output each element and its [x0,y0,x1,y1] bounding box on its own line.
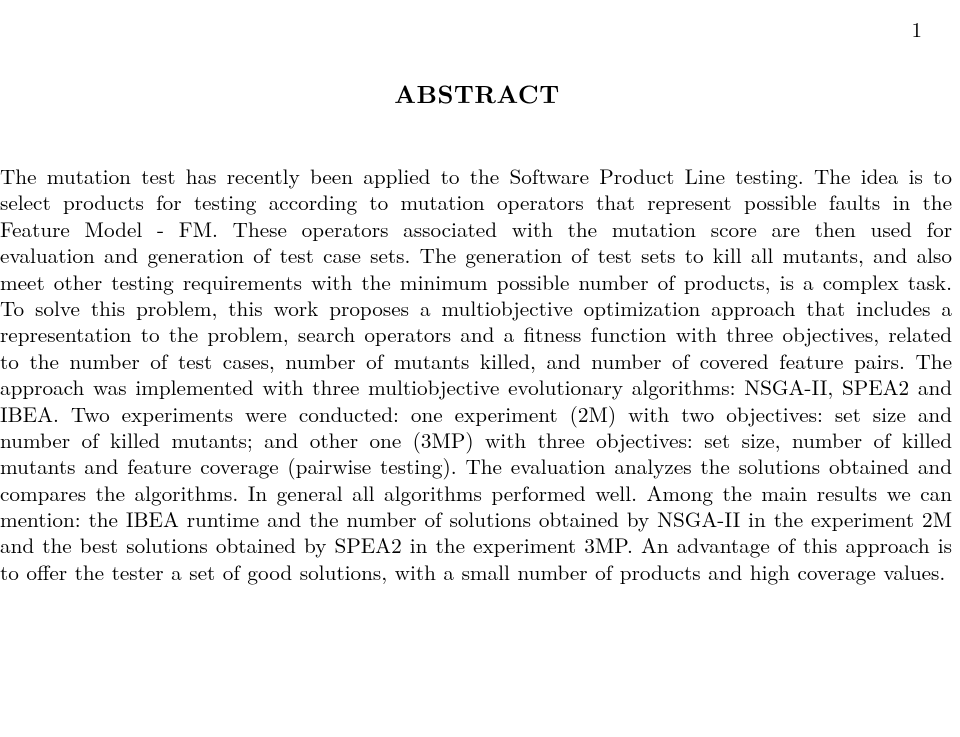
abstract-body: The mutation test has recently been appl… [0,163,952,585]
page: 1 ABSTRACT The mutation test has recentl… [0,0,960,737]
page-number: 1 [912,14,923,44]
abstract-title: ABSTRACT [0,76,954,111]
